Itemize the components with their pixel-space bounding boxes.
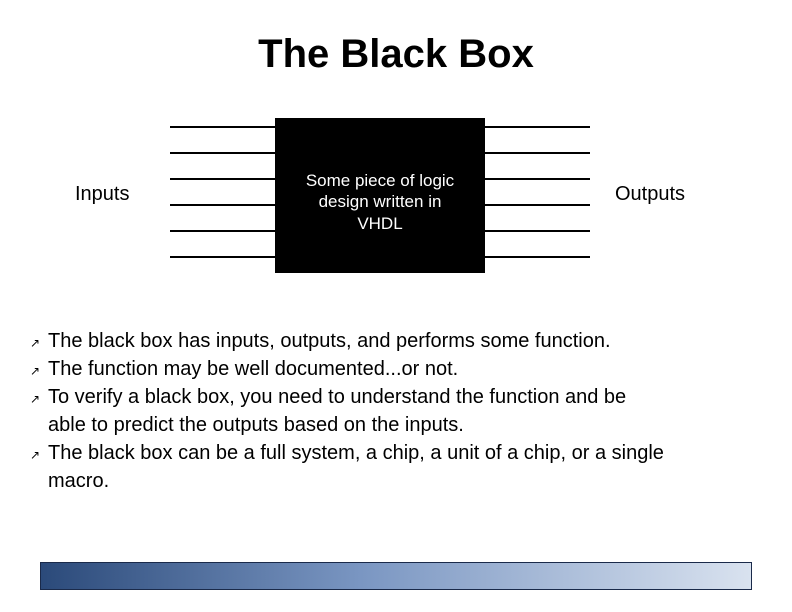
input-wire bbox=[170, 126, 275, 128]
output-wire bbox=[485, 230, 590, 232]
input-wire bbox=[170, 256, 275, 258]
bullet-text: The black box has inputs, outputs, and p… bbox=[48, 330, 611, 352]
input-wire bbox=[170, 178, 275, 180]
input-wire bbox=[170, 230, 275, 232]
output-wire bbox=[485, 256, 590, 258]
bullet-text: To verify a black box, you need to under… bbox=[48, 386, 626, 408]
footer-border bbox=[40, 562, 752, 590]
input-wire bbox=[170, 152, 275, 154]
page-title: The Black Box bbox=[0, 32, 792, 77]
bullet-text: able to predict the outputs based on the… bbox=[48, 414, 464, 436]
bullet-text: macro. bbox=[48, 470, 109, 492]
input-wire bbox=[170, 204, 275, 206]
inputs-label: Inputs bbox=[75, 183, 129, 206]
bullet-line: macro. bbox=[30, 468, 776, 494]
bullet-arrow-icon: ↗ bbox=[30, 442, 40, 468]
black-box-text: Some piece of logic design written in VH… bbox=[275, 170, 485, 234]
footer-bar bbox=[40, 562, 752, 590]
bullet-text: The function may be well documented...or… bbox=[48, 358, 458, 380]
output-wire bbox=[485, 126, 590, 128]
output-wire bbox=[485, 204, 590, 206]
black-box-diagram: Some piece of logic design written in VH… bbox=[0, 118, 792, 283]
bullet-list: ↗ The black box has inputs, outputs, and … bbox=[30, 328, 776, 496]
bullet-text: The black box can be a full system, a ch… bbox=[48, 442, 664, 464]
bullet-line: ↗ The function may be well documented...o… bbox=[30, 356, 776, 382]
box-text-line1: Some piece of logic bbox=[306, 171, 454, 190]
output-wire bbox=[485, 178, 590, 180]
bullet-arrow-icon: ↗ bbox=[30, 358, 40, 384]
bullet-line: ↗ The black box has inputs, outputs, and … bbox=[30, 328, 776, 354]
outputs-label: Outputs bbox=[615, 183, 685, 206]
black-box: Some piece of logic design written in VH… bbox=[275, 118, 485, 273]
bullet-line: ↗ The black box can be a full system, a c… bbox=[30, 440, 776, 466]
bullet-arrow-icon: ↗ bbox=[30, 330, 40, 356]
bullet-arrow-icon: ↗ bbox=[30, 386, 40, 412]
box-text-line2: design written in bbox=[319, 192, 442, 211]
box-text-line3: VHDL bbox=[357, 214, 402, 233]
bullet-line: ↗ To verify a black box, you need to unde… bbox=[30, 384, 776, 410]
output-wire bbox=[485, 152, 590, 154]
bullet-line: able to predict the outputs based on the… bbox=[30, 412, 776, 438]
